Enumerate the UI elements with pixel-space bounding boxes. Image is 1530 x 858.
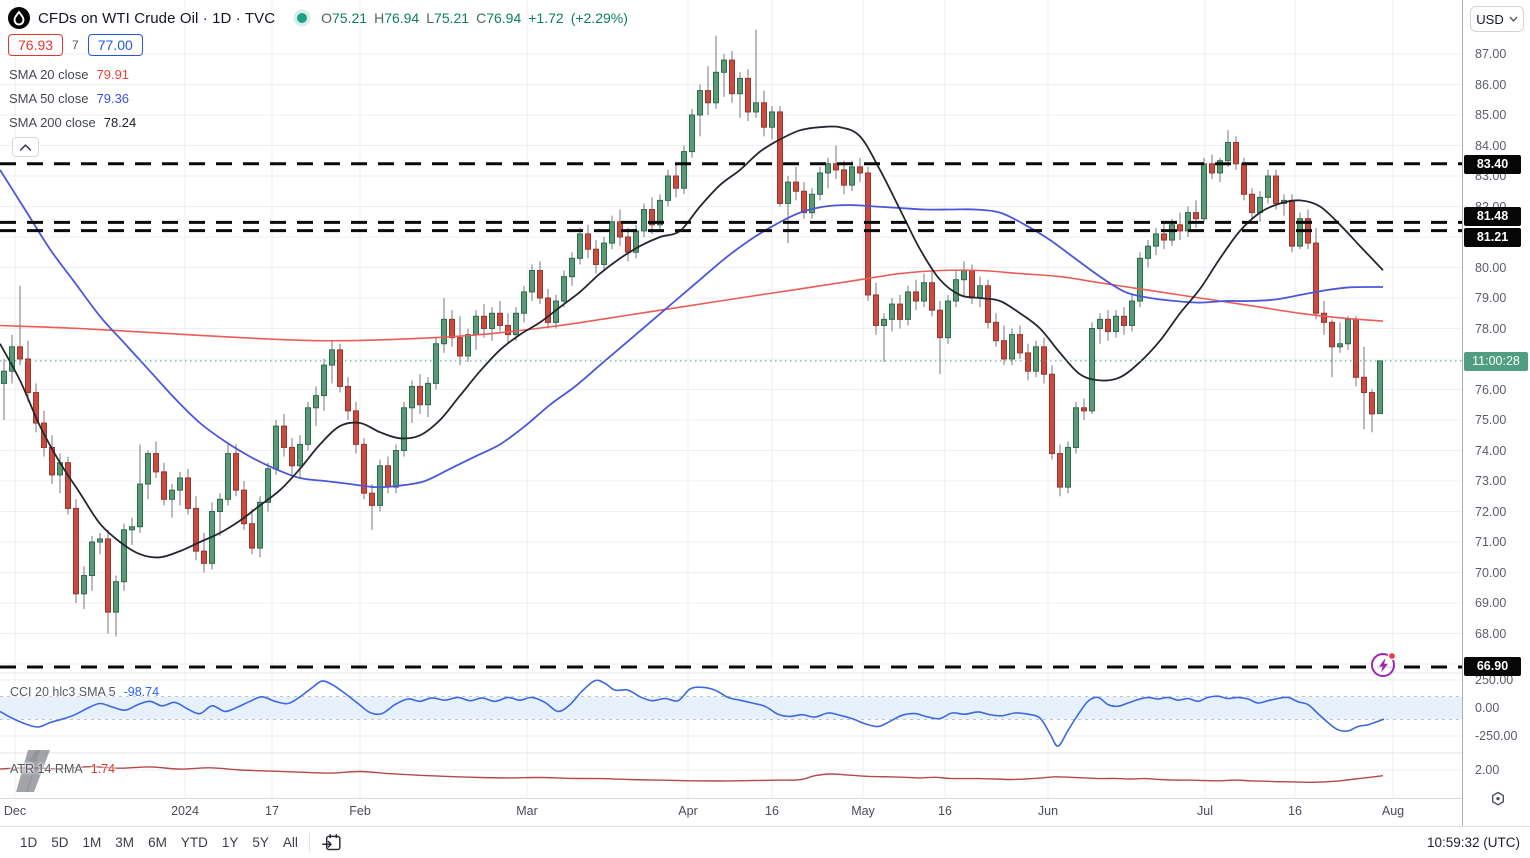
date-axis-label: Aug [1381, 804, 1405, 818]
oil-drop-icon [8, 7, 30, 29]
lightning-bolt-alert-icon[interactable] [1369, 649, 1399, 679]
indicator-legend-sma200[interactable]: SMA 200 close 78.24 [9, 115, 137, 130]
price-axis[interactable]: USD 87.0086.0085.0084.0083.0082.0080.007… [1462, 0, 1530, 826]
price-axis-label: 72.00 [1475, 504, 1507, 519]
price-axis-label: 80.00 [1475, 260, 1507, 275]
sma-50-line[interactable] [0, 169, 1384, 489]
cci-axis-label: -250.00 [1475, 729, 1518, 743]
price-axis-label: 85.00 [1475, 108, 1507, 122]
calendar-arrow-icon [322, 834, 341, 851]
grid [0, 0, 1462, 798]
date-axis-label: 17 [265, 804, 279, 818]
price-level-label: 66.90 [1464, 656, 1521, 676]
atr-line[interactable] [0, 765, 1384, 784]
symbol-title[interactable]: CFDs on WTI Crude Oil · 1D · TVC [38, 9, 276, 27]
price-level-label: 81.21 [1464, 227, 1521, 247]
currency-label: USD [1476, 11, 1504, 27]
price-axis-label: 68.00 [1475, 626, 1507, 641]
date-axis-label: Jul [1197, 804, 1213, 818]
chart-area[interactable]: CFDs on WTI Crude Oil · 1D · TVC O75.21 … [0, 0, 1462, 798]
price-axis-label: 75.00 [1475, 413, 1507, 427]
indicator-legend-cci[interactable]: CCI 20 hlc3 SMA 5 -98.74 [10, 685, 160, 699]
date-axis-label: Feb [349, 804, 371, 818]
date-axis-label: Apr [678, 804, 698, 818]
date-axis-label: May [851, 804, 875, 818]
price-axis-label: 69.00 [1475, 596, 1507, 610]
currency-selector[interactable]: USD [1470, 6, 1524, 32]
price-axis-label: 73.00 [1475, 474, 1507, 488]
spread-value: 7 [72, 38, 79, 52]
price-level-label: 81.48 [1464, 206, 1521, 226]
range-button-6m[interactable]: 6M [148, 835, 167, 850]
range-button-1y[interactable]: 1Y [221, 835, 239, 850]
symbol-header: CFDs on WTI Crude Oil · 1D · TVC O75.21 … [8, 7, 628, 29]
price-axis-label: 79.00 [1475, 291, 1507, 305]
indicator-legend-sma20[interactable]: SMA 20 close 79.91 [9, 67, 130, 82]
sma-200-line[interactable] [0, 125, 1384, 559]
ask-price[interactable]: 77.00 [87, 34, 143, 56]
price-axis-label: 86.00 [1475, 77, 1507, 92]
range-button-all[interactable]: All [282, 835, 298, 850]
date-axis-label: 2024 [171, 804, 199, 818]
price-axis-label: 71.00 [1475, 535, 1507, 549]
cci-axis-label: 0.00 [1475, 701, 1500, 715]
utc-clock[interactable]: 10:59:32 (UTC) [1426, 835, 1520, 850]
range-button-3m[interactable]: 3M [115, 835, 135, 850]
toolbar-divider [308, 833, 310, 852]
date-axis-label: Dec [3, 804, 27, 818]
indicator-legend-sma50[interactable]: SMA 50 close 79.36 [9, 91, 130, 106]
price-level-label: 83.40 [1464, 154, 1521, 174]
price-axis-label: 84.00 [1475, 138, 1507, 153]
tradingview-logo-watermark [10, 748, 62, 799]
candlestick-chart [0, 0, 1462, 798]
collapse-legend-button[interactable] [12, 137, 39, 157]
date-axis-label: Mar [516, 804, 538, 818]
market-open-dot-icon[interactable] [297, 13, 308, 23]
range-button-1m[interactable]: 1M [82, 835, 102, 850]
chevron-down-icon [1509, 16, 1518, 22]
range-button-5d[interactable]: 5D [51, 835, 69, 850]
countdown-timer-label[interactable]: 11:00:28 [1464, 351, 1528, 371]
price-axis-label: 76.00 [1475, 382, 1507, 397]
date-axis-label: 16 [938, 804, 952, 818]
cci-axis-label: 250.00 [1475, 673, 1514, 687]
date-axis[interactable]: Dec 2024 17 Feb Mar Apr 16 May 16 Jun Jul 16 Aug [0, 798, 1462, 826]
axis-settings-gear-icon[interactable] [1488, 789, 1508, 809]
cci-band [0, 696, 1462, 720]
date-axis-label: 16 [1288, 804, 1302, 818]
range-button-ytd[interactable]: YTD [180, 835, 208, 850]
quote-row: 76.93 7 77.00 [8, 34, 143, 56]
date-axis-label: Jun [1037, 804, 1059, 818]
sma-20-line[interactable] [0, 269, 1384, 342]
price-axis-label: 74.00 [1475, 443, 1507, 458]
date-axis-label: 16 [765, 804, 779, 818]
indicator-legend-atr[interactable]: ATR 14 RMA 1.74 [10, 762, 116, 776]
price-axis-label: 87.00 [1475, 47, 1507, 61]
range-button-1d[interactable]: 1D [20, 835, 38, 850]
go-to-date-button[interactable] [320, 831, 344, 855]
cci-line[interactable] [0, 679, 1385, 747]
price-axis-label: 70.00 [1475, 565, 1507, 580]
ohlc-values: O75.21 H76.94 L75.21 C76.94 +1.72 (+2.29… [321, 10, 628, 26]
price-axis-label: 78.00 [1475, 321, 1507, 336]
range-button-5y[interactable]: 5Y [252, 835, 269, 850]
atr-axis-label: 2.00 [1475, 763, 1500, 777]
chevron-up-icon [19, 143, 32, 151]
bid-price[interactable]: 76.93 [8, 34, 64, 56]
candles-layer [1, 29, 1383, 637]
bottom-toolbar: 1D 5D 1M 3M 6M YTD 1Y 5Y All 10:59:32 (U… [0, 826, 1530, 858]
